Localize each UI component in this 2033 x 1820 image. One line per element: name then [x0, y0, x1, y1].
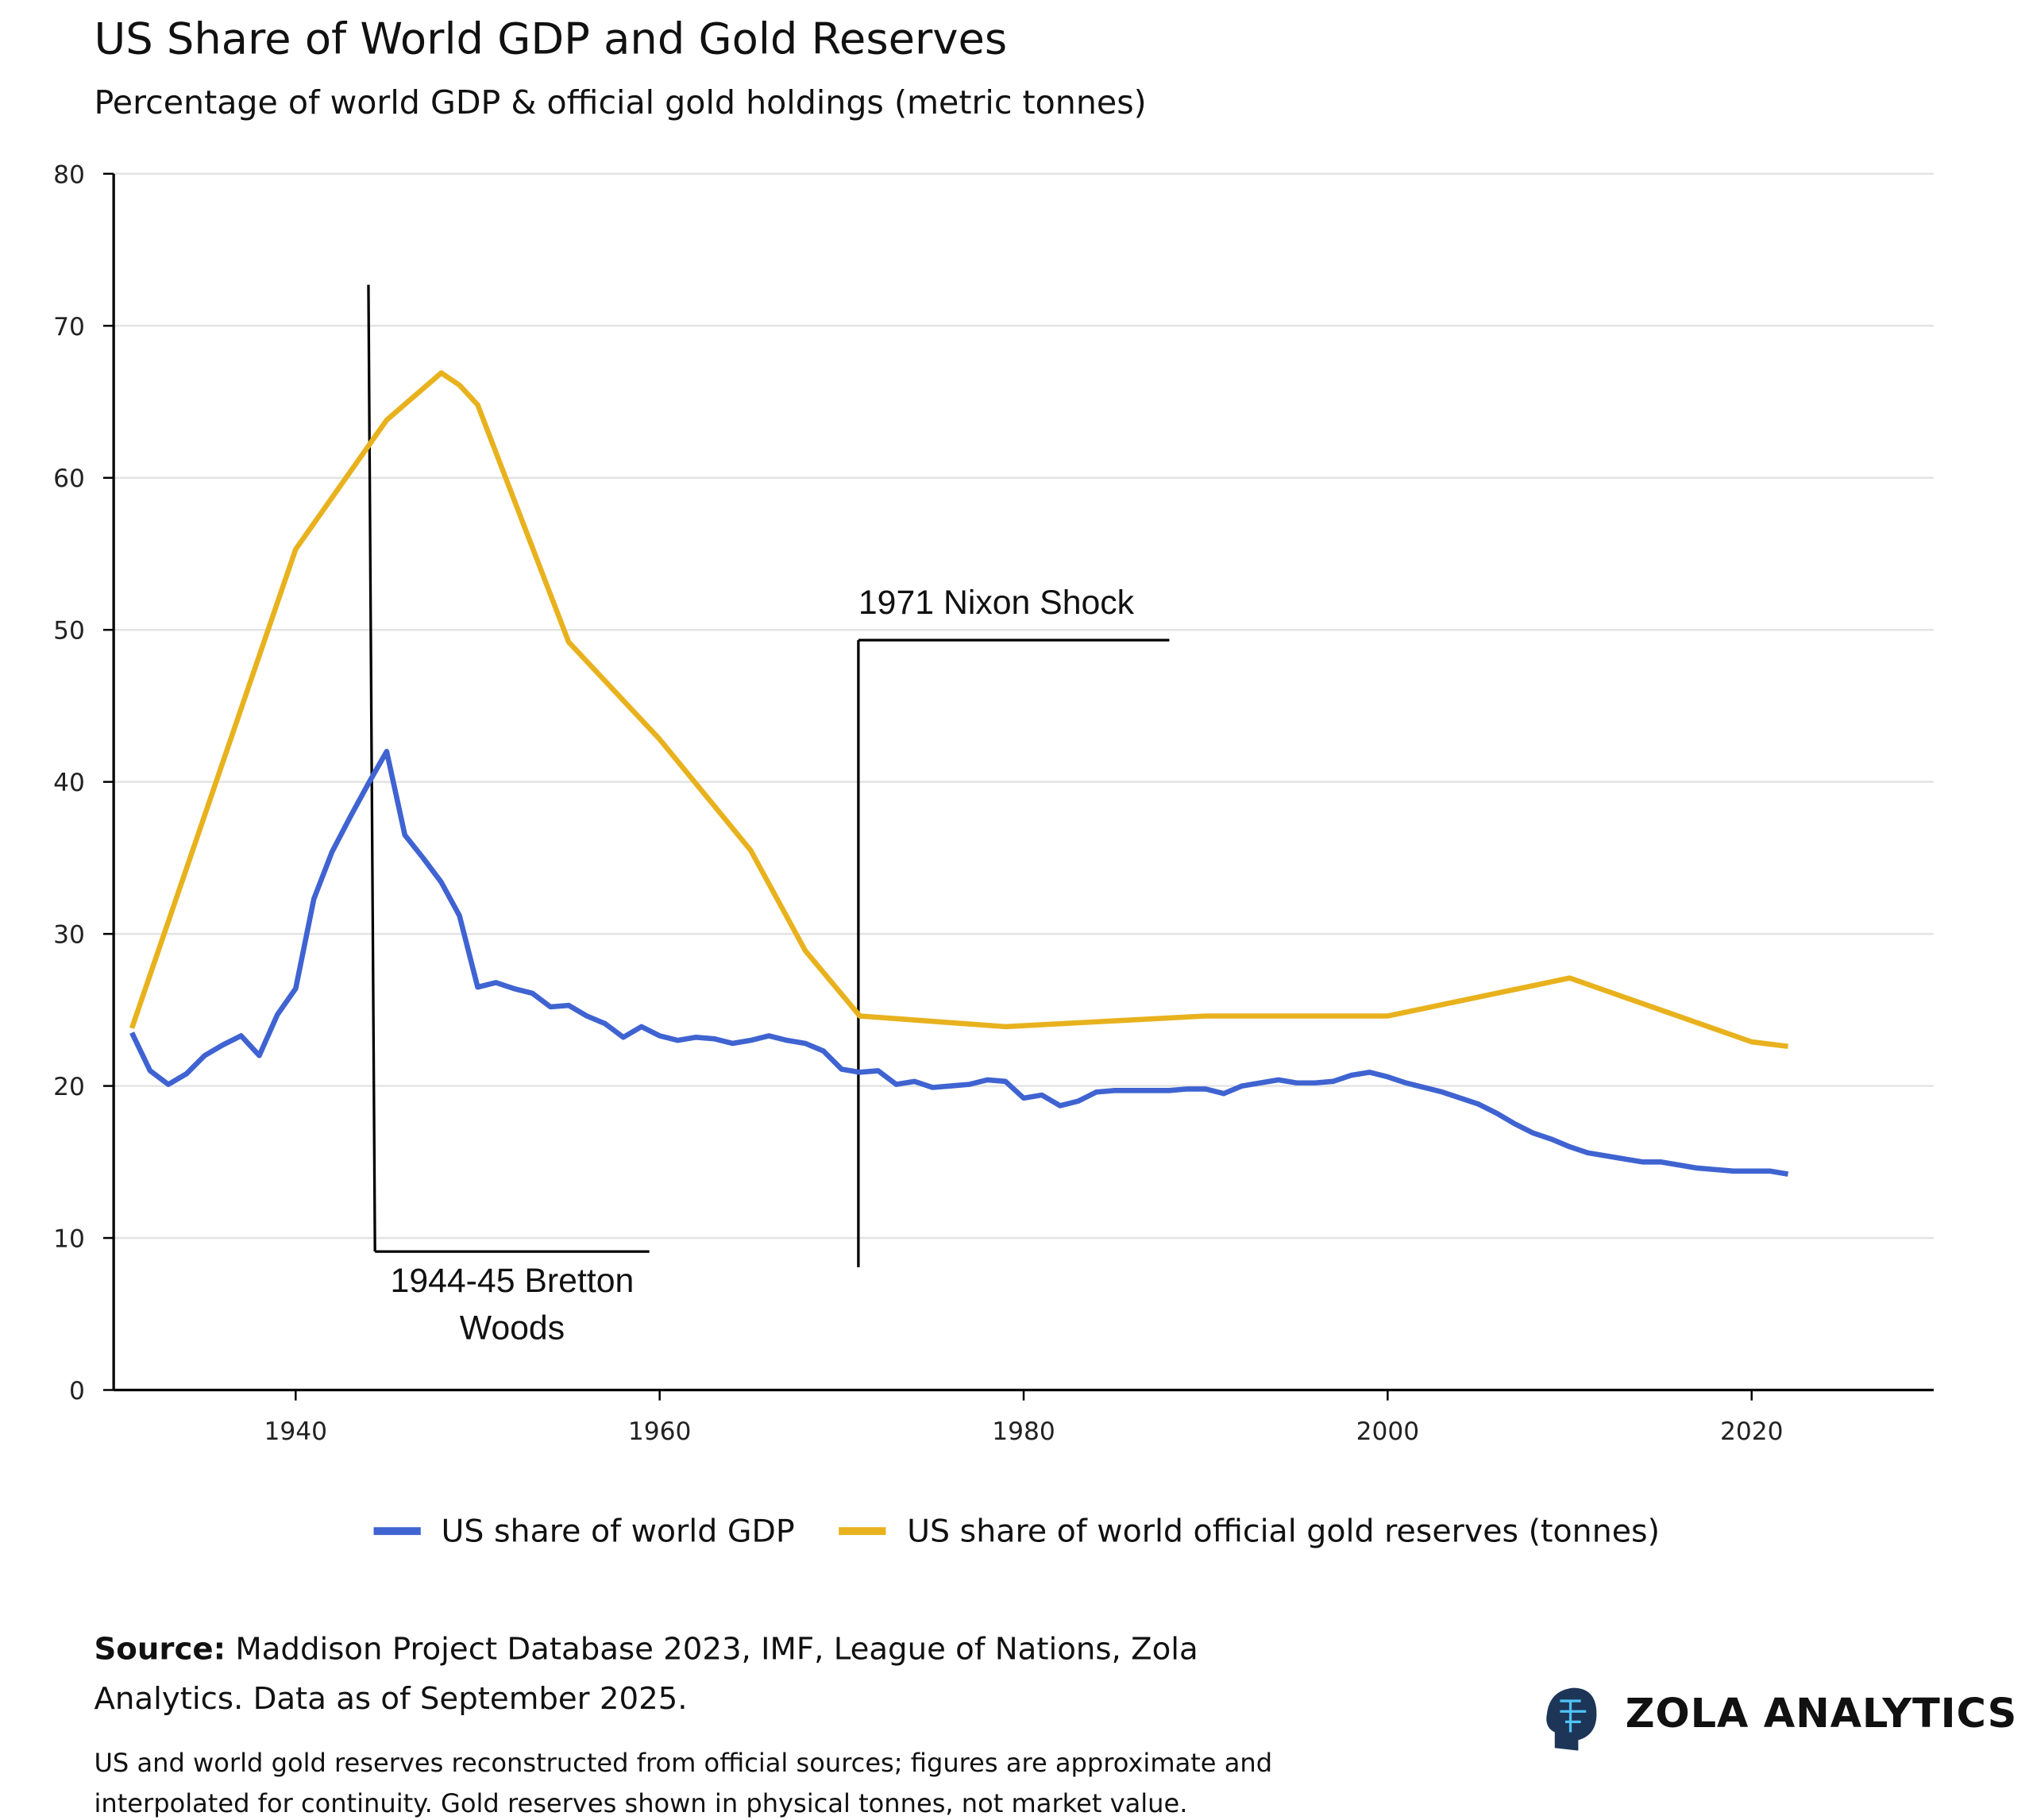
- legend-item: US share of world official gold reserves…: [839, 1513, 1660, 1549]
- series-line: [129, 749, 1789, 1177]
- source-text: Maddison Project Database 2023, IMF, Lea…: [94, 1630, 1198, 1717]
- y-tick-label: 20: [53, 1073, 85, 1101]
- legend-label: US share of world official gold reserves…: [907, 1513, 1660, 1550]
- legend-label: US share of world GDP: [441, 1513, 795, 1550]
- legend-item: US share of world GDP: [372, 1513, 795, 1550]
- y-tick-label: 40: [53, 769, 85, 797]
- annotation-line: [367, 284, 376, 1252]
- note: US and world gold reserves reconstructed…: [94, 1748, 1273, 1819]
- series-line: [129, 370, 1788, 1050]
- legend-swatch: [839, 1527, 886, 1536]
- chart-subtitle: Percentage of world GDP & official gold …: [94, 83, 1147, 122]
- y-tick-label: 10: [53, 1225, 85, 1254]
- x-tick-label: 1960: [628, 1417, 692, 1446]
- y-tick-label: 30: [53, 921, 85, 950]
- brand: ZOLA ANALYTICS: [1625, 1690, 2018, 1738]
- chart-title: US Share of World GDP and Gold Reserves: [94, 13, 1008, 64]
- annotation: 1971 Nixon Shock: [858, 582, 1135, 623]
- x-tick-label: 1940: [264, 1417, 328, 1446]
- source: Source: Maddison Project Database 2023, …: [94, 1624, 1296, 1723]
- x-tick-label: 1980: [992, 1417, 1055, 1446]
- y-tick-label: 80: [53, 160, 85, 189]
- x-tick-label: 2020: [1720, 1417, 1784, 1446]
- chart: 0 10 20 30 40 50 60 70 80 1940 1960 1980 2000 2020: [53, 160, 1934, 1446]
- x-tick-label: 2000: [1356, 1417, 1420, 1446]
- y-tick-label: 70: [53, 313, 85, 341]
- logo-icon: [1546, 1687, 1597, 1751]
- source-label: Source:: [94, 1630, 226, 1668]
- legend-swatch: [372, 1527, 421, 1536]
- y-tick-label: 0: [69, 1377, 85, 1405]
- y-tick-label: 60: [53, 465, 85, 493]
- y-tick-label: 50: [53, 617, 85, 646]
- annotation: 1944-45 Bretton Woods: [390, 1260, 635, 1348]
- legend: US share of world GDP US share of world o…: [0, 1513, 2033, 1549]
